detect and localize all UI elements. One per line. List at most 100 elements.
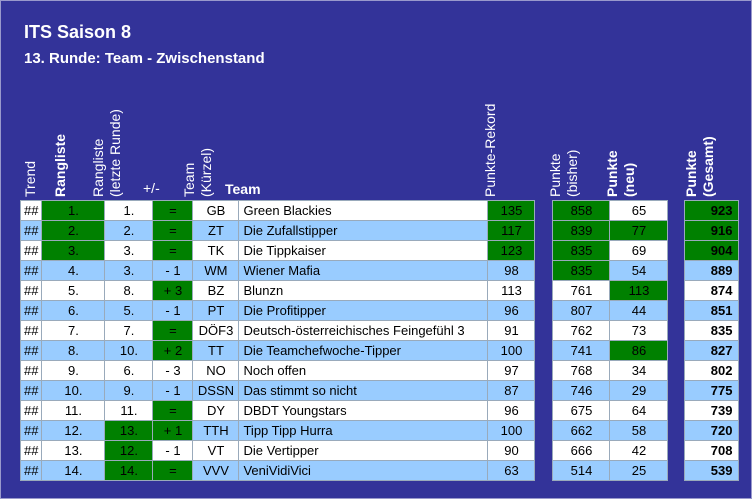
header-plusminus: +/- [143,180,160,196]
column-gap [534,360,553,381]
points-total-cell: 923 [684,200,740,221]
points-record-cell: 96 [487,300,536,321]
column-gap [534,240,553,261]
column-gap [534,340,553,361]
column-gap [667,240,685,261]
table-row: ## 5. 8. + 3 BZ Blunzn 113 761 113 874 [19,280,740,301]
rank-cell: 10. [41,380,106,401]
points-record-cell: 123 [487,240,536,261]
team-abbr-cell: TTH [192,420,240,441]
points-record-cell: 117 [487,220,536,241]
table-row: ## 12. 13. + 1 TTH Tipp Tipp Hurra 100 662 58 720 [19,420,740,441]
points-before-cell: 675 [552,400,611,421]
rank-change-cell: + 3 [152,280,194,301]
last-rank-cell: 3. [104,260,154,281]
points-total-cell: 539 [684,460,740,481]
points-record-cell: 135 [487,200,536,221]
column-gap [667,220,685,241]
last-rank-cell: 14. [104,460,154,481]
table-row: ## 14. 14. = VVV VeniVidiVici 63 514 25 539 [19,460,740,481]
trend-cell: ## [19,460,43,481]
points-total-cell: 916 [684,220,740,241]
table-row: ## 10. 9. - 1 DSSN Das stimmt so nicht 87 746 29… [19,380,740,401]
team-abbr-cell: VT [192,440,240,461]
trend-cell: ## [19,340,43,361]
points-new-cell: 34 [609,360,669,381]
column-gap [534,220,553,241]
header-team: Team [225,181,261,197]
table-row: ## 7. 7. = DÖF3 Deutsch-österreichisches Fein… [19,320,740,341]
points-new-cell: 73 [609,320,669,341]
last-rank-cell: 5. [104,300,154,321]
column-gap [667,300,685,321]
trend-cell: ## [19,360,43,381]
team-name-cell: Die Vertipper [238,440,489,461]
column-gap [667,400,685,421]
team-name-cell: DBDT Youngstars [238,400,489,421]
last-rank-cell: 3. [104,240,154,261]
points-before-cell: 666 [552,440,611,461]
rank-cell: 11. [41,400,106,421]
points-total-cell: 720 [684,420,740,441]
points-new-cell: 113 [609,280,669,301]
points-record-cell: 87 [487,380,536,401]
points-before-cell: 762 [552,320,611,341]
column-gap [534,420,553,441]
team-abbr-cell: VVV [192,460,240,481]
table-row: ## 13. 12. - 1 VT Die Vertipper 90 666 42 708 [19,440,740,461]
points-new-cell: 65 [609,200,669,221]
trend-cell: ## [19,320,43,341]
points-total-cell: 739 [684,400,740,421]
team-abbr-cell: NO [192,360,240,381]
column-gap [667,320,685,341]
rank-change-cell: - 1 [152,300,194,321]
column-gap [534,300,553,321]
points-record-cell: 91 [487,320,536,341]
table-row: ## 2. 2. = ZT Die Zufallstipper 117 839 77 916 [19,220,740,241]
header-rangliste-letzte-2: (letzte Runde) [107,109,123,197]
header-team-kuerzel-2: (Kürzel) [198,147,214,197]
team-name-cell: Blunzn [238,280,489,301]
table-row: ## 9. 6. - 3 NO Noch offen 97 768 34 802 [19,360,740,381]
points-before-cell: 835 [552,260,611,281]
column-gap [667,420,685,441]
points-before-cell: 768 [552,360,611,381]
team-name-cell: Die Teamchefwoche-Tipper [238,340,489,361]
points-record-cell: 90 [487,440,536,461]
rank-cell: 9. [41,360,106,381]
team-name-cell: Die Tippkaiser [238,240,489,261]
points-new-cell: 29 [609,380,669,401]
points-total-cell: 708 [684,440,740,461]
column-gap [534,320,553,341]
points-total-cell: 775 [684,380,740,401]
trend-cell: ## [19,420,43,441]
trend-cell: ## [19,240,43,261]
last-rank-cell: 12. [104,440,154,461]
rank-change-cell: = [152,320,194,341]
points-record-cell: 100 [487,340,536,361]
points-new-cell: 77 [609,220,669,241]
team-abbr-cell: PT [192,300,240,321]
header-punkte-bisher-2: (bisher) [564,149,580,197]
points-before-cell: 514 [552,460,611,481]
column-gap [534,200,553,221]
trend-cell: ## [19,440,43,461]
last-rank-cell: 2. [104,220,154,241]
rank-cell: 14. [41,460,106,481]
rank-change-cell: = [152,400,194,421]
rank-change-cell: + 1 [152,420,194,441]
points-record-cell: 97 [487,360,536,381]
points-new-cell: 69 [609,240,669,261]
points-new-cell: 44 [609,300,669,321]
points-new-cell: 42 [609,440,669,461]
points-record-cell: 63 [487,460,536,481]
trend-cell: ## [19,380,43,401]
team-abbr-cell: GB [192,200,240,221]
header-punkte-neu-1: Punkte [604,150,620,197]
points-total-cell: 889 [684,260,740,281]
rank-cell: 1. [41,200,106,221]
last-rank-cell: 8. [104,280,154,301]
header-punkte-rekord: Punkte-Rekord [482,103,498,197]
rank-change-cell: - 3 [152,360,194,381]
last-rank-cell: 10. [104,340,154,361]
